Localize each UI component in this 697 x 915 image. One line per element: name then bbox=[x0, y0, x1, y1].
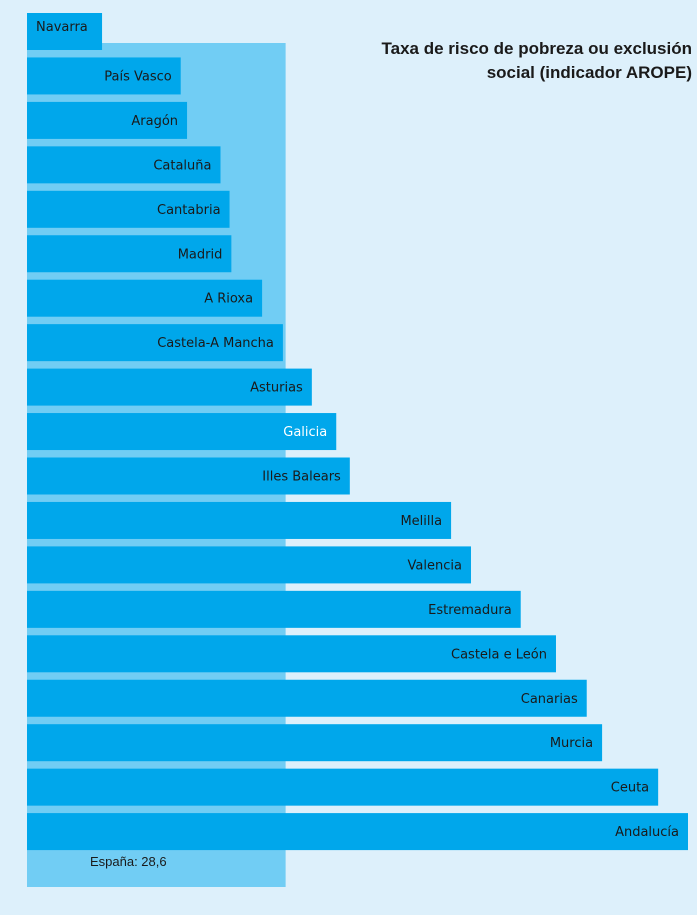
bar-13 bbox=[27, 590, 521, 628]
bars: Navarra País Vasco Aragón Cataluña Cantabria… bbox=[27, 13, 688, 851]
bar-4 bbox=[27, 190, 230, 228]
bar-18 bbox=[27, 813, 688, 851]
bar-label-4: Cantabria bbox=[157, 203, 221, 218]
bar-16 bbox=[27, 724, 603, 762]
bar-6 bbox=[27, 279, 263, 317]
bar-label-18: Andalucía bbox=[615, 825, 679, 840]
bar-label-11: Melilla bbox=[400, 514, 442, 529]
bar-label-10: Illes Balears bbox=[262, 470, 341, 485]
bar-label-1: País Vasco bbox=[104, 69, 172, 84]
chart-title: Taxa de risco de pobreza ou exclusión so… bbox=[382, 39, 693, 82]
bar-label-2: Aragón bbox=[131, 114, 178, 129]
bar-8 bbox=[27, 368, 312, 406]
bar-label-15: Canarias bbox=[521, 692, 578, 707]
reference-label: España: 28,6 bbox=[90, 854, 167, 869]
bar-label-3: Cataluña bbox=[153, 158, 211, 173]
bar-label-7: Castela-A Mancha bbox=[157, 336, 274, 351]
bar-3 bbox=[27, 146, 221, 184]
bar-label-12: Valencia bbox=[408, 558, 462, 573]
bar-label-13: Estremadura bbox=[428, 603, 512, 618]
bar-7 bbox=[27, 324, 283, 362]
chart-title-line-1: Taxa de risco de pobreza ou exclusión bbox=[382, 39, 693, 58]
chart-title-line-2: social (indicador AROPE) bbox=[487, 63, 692, 82]
bar-label-9: Galicia bbox=[283, 425, 327, 440]
bar-12 bbox=[27, 546, 471, 584]
bar-label-8: Asturias bbox=[250, 381, 303, 396]
bar-label-16: Murcia bbox=[550, 736, 593, 751]
bar-10 bbox=[27, 457, 350, 495]
bar-label-5: Madrid bbox=[178, 247, 223, 262]
bar-1 bbox=[27, 57, 181, 95]
bar-0 bbox=[27, 13, 103, 50]
bar-2 bbox=[27, 101, 188, 139]
bar-label-6: A Rioxa bbox=[204, 292, 253, 307]
bar-label-17: Ceuta bbox=[611, 781, 649, 796]
bar-17 bbox=[27, 768, 659, 806]
bar-label-0: Navarra bbox=[36, 20, 88, 35]
bar-14 bbox=[27, 635, 556, 673]
bar-11 bbox=[27, 501, 452, 539]
bar-5 bbox=[27, 235, 232, 273]
bar-9 bbox=[27, 413, 337, 451]
bar-15 bbox=[27, 679, 587, 717]
bar-label-14: Castela e León bbox=[451, 647, 547, 662]
